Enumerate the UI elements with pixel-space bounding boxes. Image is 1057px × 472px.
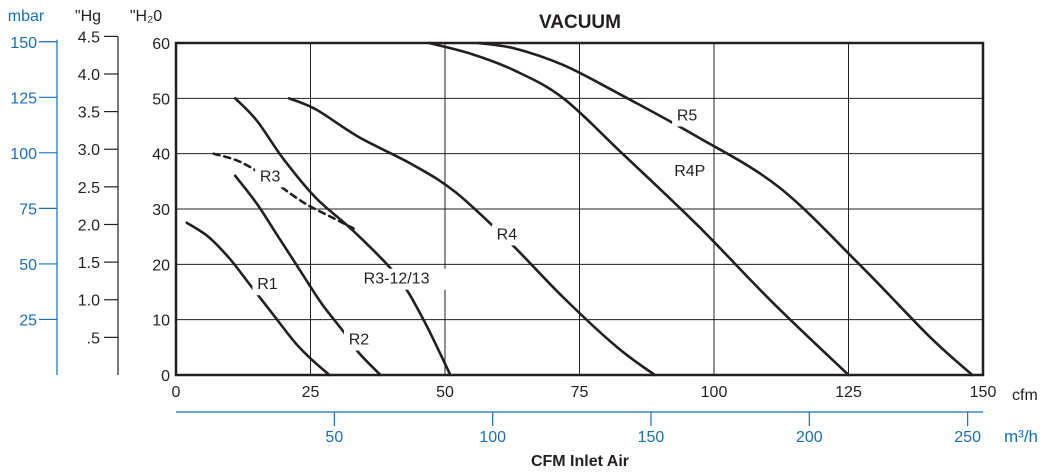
- y-tick-label: 40: [152, 147, 170, 164]
- mbar-unit-label: mbar: [8, 8, 45, 25]
- m3h-tick-label: 50: [325, 429, 343, 446]
- curve-labels: R1 R2 R3 R3-12/13 R4 R4P R5: [252, 105, 711, 351]
- grid-lines: [176, 43, 983, 375]
- y-tick-label: 0: [161, 368, 170, 385]
- x-tick-label: 125: [835, 384, 862, 401]
- y-tick-label: 50: [152, 91, 170, 108]
- y-tick-label: 30: [152, 202, 170, 219]
- curve-label-r3-12-13: R3-12/13: [364, 271, 430, 288]
- cfm-unit-label: cfm: [1012, 387, 1038, 404]
- m3h-tick-label: 200: [796, 429, 823, 446]
- x-tick-label: 100: [701, 384, 728, 401]
- y-tick-label: 20: [152, 257, 170, 274]
- x-axis-title: CFM Inlet Air: [531, 453, 629, 470]
- m3h-tick-label: 150: [638, 429, 665, 446]
- label-background: [491, 224, 522, 246]
- curve-label-r3: R3: [260, 168, 281, 185]
- chart-title: VACUUM: [539, 12, 621, 33]
- mbar-tick-label: 75: [19, 201, 37, 218]
- inhg-tick-label: 2.0: [78, 217, 100, 234]
- x-tick-label: 25: [302, 384, 320, 401]
- inhg-tick-label: .5: [87, 330, 100, 347]
- curve-r4p: [427, 41, 850, 377]
- inhg-tick-label: 2.5: [78, 180, 100, 197]
- inh2o-unit-label: "H₂0: [130, 8, 162, 25]
- inhg-tick-label: 4.5: [78, 29, 100, 46]
- inhg-tick-label: 3.5: [78, 105, 100, 122]
- mbar-tick-label: 50: [19, 257, 37, 274]
- curve-label-r5: R5: [677, 107, 698, 124]
- m3h-tick-label: 100: [479, 429, 506, 446]
- curve-label-r4p: R4P: [674, 163, 705, 180]
- inhg-tick-label: 1.5: [78, 255, 100, 272]
- curve-r3-12-13: [233, 97, 452, 377]
- x-tick-label: 50: [436, 384, 454, 401]
- x-tick-label: 0: [172, 384, 181, 401]
- y-tick-label: 10: [152, 313, 170, 330]
- mbar-tick-label: 150: [10, 35, 37, 52]
- axes: 0 25 50 75 100 125 150 0 10 20 30 40 50 60 .5 1.0 1.5 2.0…: [10, 29, 996, 446]
- plot-frame: [174, 41, 985, 377]
- inhg-unit-label: "Hg: [75, 8, 101, 25]
- m3h-unit-label: m³/h: [1004, 427, 1038, 446]
- curve-r3: [212, 152, 355, 230]
- mbar-tick-label: 25: [19, 312, 37, 329]
- label-background: [668, 160, 711, 182]
- mbar-tick-label: 125: [10, 90, 37, 107]
- curve-r4: [287, 97, 657, 377]
- curve-r5: [476, 41, 974, 377]
- y-tick-label: 60: [152, 36, 170, 53]
- curve-label-r1: R1: [257, 276, 278, 293]
- curve-r2: [233, 174, 382, 377]
- inhg-tick-label: 3.0: [78, 142, 100, 159]
- label-background: [345, 268, 448, 290]
- curve-label-r4: R4: [497, 226, 518, 243]
- label-background: [255, 166, 286, 188]
- performance-curves: [185, 41, 974, 377]
- m3h-tick-label: 250: [954, 429, 981, 446]
- mbar-tick-label: 100: [10, 146, 37, 163]
- curve-r1: [185, 221, 331, 377]
- inhg-tick-label: 4.0: [78, 67, 100, 84]
- x-tick-label: 75: [571, 384, 589, 401]
- inhg-tick-label: 1.0: [78, 293, 100, 310]
- curve-label-r2: R2: [349, 332, 370, 349]
- label-background: [343, 329, 374, 351]
- x-tick-label: 150: [970, 384, 997, 401]
- label-background: [672, 105, 703, 127]
- label-background: [252, 274, 283, 296]
